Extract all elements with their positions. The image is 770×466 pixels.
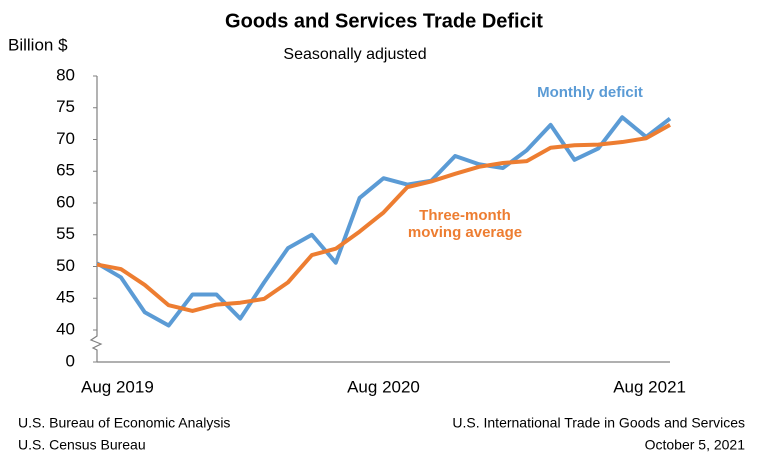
y-tick-label: 70 xyxy=(56,129,75,148)
y-tick-label: 50 xyxy=(56,256,75,275)
release-note: U.S. International Trade in Goods and Se… xyxy=(452,415,745,431)
y-tick-label: 55 xyxy=(56,224,75,243)
source-note: U.S. Bureau of Economic Analysis xyxy=(18,415,230,431)
chart-subtitle: Seasonally adjusted xyxy=(283,46,426,63)
series-label: Three-month moving average xyxy=(407,207,523,241)
y-tick-label: 45 xyxy=(56,288,75,307)
y-axis-label: Billion $ xyxy=(8,35,68,54)
series-label: Monthly deficit xyxy=(537,84,643,101)
x-tick-label: Aug 2019 xyxy=(81,377,154,396)
release-note: October 5, 2021 xyxy=(645,437,746,453)
y-tick-label: 0 xyxy=(66,351,75,370)
series-line xyxy=(95,115,672,328)
y-axis xyxy=(89,76,103,362)
source-note: U.S. Census Bureau xyxy=(18,437,146,453)
y-tick-label: 80 xyxy=(56,65,75,84)
y-tick-label: 75 xyxy=(56,97,75,116)
y-tick-label: 65 xyxy=(56,161,75,180)
series-line xyxy=(96,123,671,313)
x-tick-label: Aug 2021 xyxy=(613,377,686,396)
y-tick-label: 40 xyxy=(56,319,75,338)
y-tick-label: 60 xyxy=(56,192,75,211)
chart-title: Goods and Services Trade Deficit xyxy=(225,10,543,32)
x-tick-label: Aug 2020 xyxy=(347,377,420,396)
